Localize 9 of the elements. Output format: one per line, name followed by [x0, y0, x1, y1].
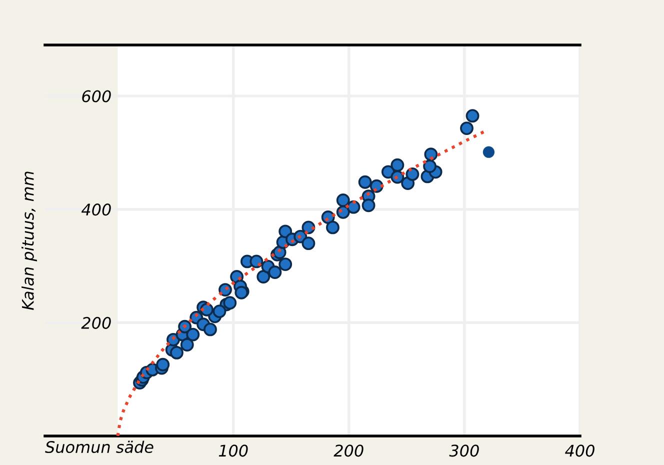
x-tick-label: 300 [449, 444, 479, 457]
x-axis-title: Suomun säde [45, 440, 154, 454]
x-tick-label: 200 [334, 444, 364, 457]
y-tick-label: 400 [81, 204, 111, 216]
y-tick-label: 600 [82, 90, 111, 102]
y-tick-label: 200 [81, 316, 111, 329]
x-tick-label: 100 [218, 444, 248, 457]
x-tick-label: 400 [565, 444, 594, 457]
y-axis-title: Kalan pituus, mm [22, 172, 37, 310]
